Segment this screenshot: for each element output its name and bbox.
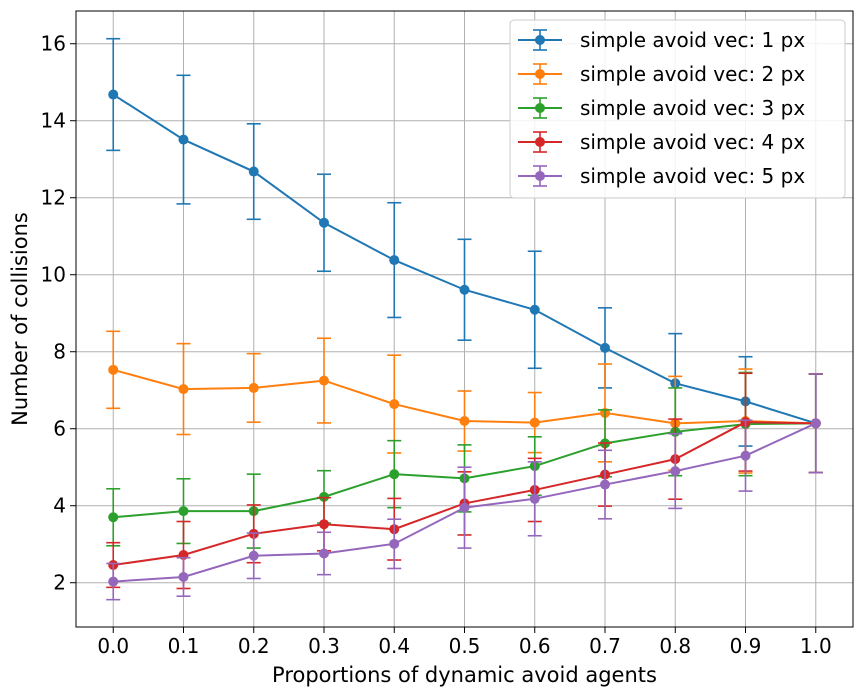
data-point bbox=[178, 384, 189, 395]
data-point bbox=[108, 89, 119, 100]
x-axis-label: Proportions of dynamic avoid agents bbox=[272, 663, 657, 687]
data-point bbox=[459, 284, 470, 295]
legend-label: simple avoid vec: 2 px bbox=[580, 62, 805, 86]
data-point bbox=[178, 506, 189, 517]
data-point bbox=[318, 217, 329, 228]
legend-marker bbox=[535, 137, 545, 147]
data-point bbox=[389, 538, 400, 549]
x-tick-label: 0.7 bbox=[589, 634, 621, 658]
x-tick-label: 0.3 bbox=[308, 634, 340, 658]
y-tick-label: 14 bbox=[41, 109, 66, 133]
legend-item: simple avoid vec: 4 px bbox=[518, 130, 805, 154]
data-point bbox=[670, 466, 681, 477]
data-point bbox=[389, 399, 400, 410]
legend-item: simple avoid vec: 5 px bbox=[518, 164, 805, 188]
legend-label: simple avoid vec: 3 px bbox=[580, 96, 805, 120]
x-tick-label: 0.1 bbox=[168, 634, 200, 658]
x-tick-label: 0.8 bbox=[659, 634, 691, 658]
legend: simple avoid vec: 1 px simple avoid vec: … bbox=[509, 19, 846, 199]
y-tick-label: 12 bbox=[41, 186, 66, 210]
legend-marker bbox=[535, 171, 545, 181]
data-point bbox=[318, 548, 329, 559]
legend-label: simple avoid vec: 4 px bbox=[580, 130, 805, 154]
data-point bbox=[108, 512, 119, 523]
data-point bbox=[529, 417, 540, 428]
y-tick-label: 6 bbox=[53, 417, 66, 441]
data-point bbox=[108, 364, 119, 375]
y-tick-label: 4 bbox=[53, 494, 66, 518]
data-point bbox=[459, 416, 470, 427]
series-2 bbox=[106, 330, 823, 474]
x-tick-label: 0.4 bbox=[378, 634, 410, 658]
y-axis-label: Number of collisions bbox=[8, 212, 32, 426]
y-tick-label: 10 bbox=[41, 263, 66, 287]
legend-box bbox=[509, 19, 846, 199]
x-tick-label: 0.5 bbox=[449, 634, 481, 658]
legend-item: simple avoid vec: 3 px bbox=[518, 96, 805, 120]
x-tick-label: 0.2 bbox=[238, 634, 270, 658]
data-point bbox=[600, 479, 611, 490]
data-point bbox=[600, 342, 611, 353]
data-point bbox=[529, 493, 540, 504]
legend-label: simple avoid vec: 1 px bbox=[580, 28, 805, 52]
series-5 bbox=[106, 373, 823, 601]
legend-label: simple avoid vec: 5 px bbox=[580, 164, 805, 188]
x-tick-label: 0.9 bbox=[730, 634, 762, 658]
series-layer bbox=[106, 37, 823, 601]
series-1 bbox=[106, 37, 823, 474]
x-tick-label: 1.0 bbox=[800, 634, 832, 658]
y-tick-label: 8 bbox=[53, 340, 66, 364]
legend-marker bbox=[535, 69, 545, 79]
legend-marker bbox=[535, 103, 545, 113]
legend-item: simple avoid vec: 1 px bbox=[518, 28, 805, 52]
data-point bbox=[248, 382, 259, 393]
x-tick-label: 0.6 bbox=[519, 634, 551, 658]
data-point bbox=[529, 304, 540, 315]
x-tick-label: 0.0 bbox=[97, 634, 129, 658]
data-point bbox=[318, 375, 329, 386]
data-point bbox=[810, 418, 821, 429]
axes: 0.0 0.1 0.2 0.3 0.4 0.5 0.6 0.7 0.8 0.9 1.0 2 4 6 8 10 1… bbox=[41, 32, 832, 658]
data-point bbox=[178, 134, 189, 145]
data-point bbox=[178, 571, 189, 582]
legend-marker bbox=[535, 35, 545, 45]
legend-item: simple avoid vec: 2 px bbox=[518, 62, 805, 86]
data-point bbox=[318, 519, 329, 530]
data-point bbox=[459, 502, 470, 513]
data-point bbox=[389, 255, 400, 266]
y-tick-label: 2 bbox=[53, 571, 66, 595]
data-point bbox=[740, 450, 751, 461]
data-point bbox=[108, 576, 119, 587]
data-point bbox=[389, 469, 400, 480]
data-point bbox=[248, 166, 259, 177]
y-tick-label: 16 bbox=[41, 32, 66, 56]
data-point bbox=[248, 550, 259, 561]
